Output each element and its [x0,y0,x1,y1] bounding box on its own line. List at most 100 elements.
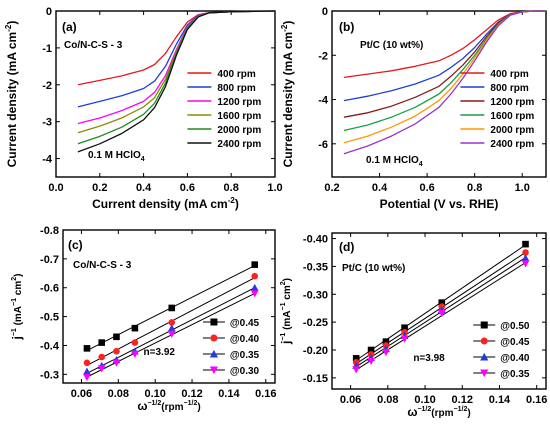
x-tick-label: 0.2 [92,182,107,194]
data-point [131,339,139,346]
y-tick-label: -2 [318,50,328,62]
y-label-tail: ) [282,278,293,281]
panel-b: 0.2 0.4 0.6 0.8 1.0 0 -2 -4 -6 (b) Pt/C (10 wt%) 40… [280,6,547,211]
y-label-sup2: −1 [11,298,18,306]
x-label-sup: −1/2 [147,400,161,407]
x-label-tail2: ) [467,408,470,419]
y-tick-label: -0.30 [303,289,328,301]
electrolyte-subscript: 4 [419,161,423,168]
x-tick-label: 0.0 [48,182,63,194]
legend-entry: @0.30 [230,366,260,377]
legend-entry: 2400 rpm [490,139,534,150]
data-point [98,339,106,346]
x-tick-label: 0.06 [71,388,92,400]
data-point [352,366,361,374]
panel-label: (a) [62,20,77,34]
y-axis-label: Current density (mA cm-2) [4,21,19,168]
data-point [98,353,106,361]
x-label-tail: (rpm [431,408,453,419]
legend-entry: 1600 rpm [490,111,534,122]
data-point [251,272,259,280]
data-point [97,365,106,373]
y-label-tail: ) [5,21,19,25]
x-label-tail: (rpm [161,402,183,413]
x-label-sup2: −1/2 [184,400,198,407]
y-tick-label: -3 [42,117,52,129]
data-point [367,357,375,366]
legend-entry: @0.50 [500,321,530,332]
data-point [112,359,121,367]
sample-annotation: Co/N-C-S - 3 [64,40,123,51]
x-axis-label: Potential (V vs. RHE) [380,197,499,211]
sample-annotation: Pt/C (10 wt%) [342,263,405,274]
data-point [382,348,390,357]
data-point [250,283,259,292]
panel-label: (b) [339,20,354,34]
plot-frame [55,10,276,178]
data-point [522,249,529,256]
sample-annotation: Pt/C (10 wt%) [360,40,423,51]
electrolyte-subscript: 4 [141,156,145,163]
data-point [522,240,529,248]
y-tick-label: 0 [46,6,52,18]
legend-entry: @0.35 [500,369,530,380]
x-tick-label: 0.4 [136,182,152,194]
legend-entry: @0.40 [500,353,530,364]
x-tick-label: 0.06 [340,394,361,406]
y-tick-label: -4 [318,95,329,107]
data-point [521,260,530,268]
data-point [83,359,91,367]
y-tick-label: -0.15 [303,373,328,385]
legend-marker [480,352,489,361]
legend-marker [210,334,218,342]
data-point [131,324,139,332]
legend-marker [480,321,488,329]
legend-marker [210,318,218,326]
panel-c: 0.06 0.08 0.10 0.12 0.14 0.16 -0.3 -0.4 -0.5 -0.6… [10,225,276,413]
data-point [400,335,409,343]
legend-entry: 400 rpm [490,69,528,80]
x-tick-label: 0.6 [419,182,434,194]
x-tick-label: 0.12 [181,388,202,400]
sample-annotation: Co/N-C-S - 3 [73,260,132,271]
y-tick-label: -0.20 [303,345,328,357]
y-label-sup3: 2 [280,281,287,285]
x-axis-label: ω−1/2(rpm−1/2) [137,399,200,413]
data-point [113,333,120,341]
y-tick-label: -0.4 [40,340,60,352]
y-label-mid: (mA [13,306,24,328]
panel-a: 0.0 0.2 0.4 0.6 0.8 1.0 0 -1 -2 -3 -4 (a) Co/N-C-S -… [4,6,283,211]
y-label-tail: ) [13,273,24,276]
y-label-mid2: cm [13,281,24,298]
y-label-mid2: cm [282,285,293,302]
data-point [83,373,91,382]
x-tick-label: 1.0 [515,182,530,194]
y-tick-label: -0.25 [303,317,328,329]
y-tick-label: -0.8 [40,225,59,237]
data-point [250,290,259,298]
y-label-sup: −1 [11,328,18,336]
x-tick-label: 0.08 [377,394,398,406]
y-tick-label: -0.3 [40,369,59,381]
x-tick-label: 0.4 [372,182,388,194]
data-point [168,304,176,312]
legend-marker [480,369,489,378]
x-tick-label: 0.2 [324,182,339,194]
legend-marker [480,337,488,345]
x-tick-label: 0.10 [144,388,165,400]
legend-entry: 2000 rpm [217,125,261,136]
legend-entry: 2000 rpm [490,125,534,136]
y-label-sup: -2 [4,24,13,32]
data-point [83,367,91,375]
plot-frame [62,229,276,384]
x-axis-label: ω−1/2(rpm−1/2) [407,405,470,419]
panel-label: (c) [68,238,83,252]
x-tick-label: 0.14 [218,388,240,400]
y-tick-label: -0.5 [40,312,59,324]
y-label-sup2: −1 [280,302,287,310]
y-tick-label: -1 [42,43,52,55]
data-point [382,338,390,345]
y-tick-label: -2 [42,80,52,92]
y-tick-label: -0.7 [40,254,59,266]
legend-entry: 800 rpm [490,83,528,94]
